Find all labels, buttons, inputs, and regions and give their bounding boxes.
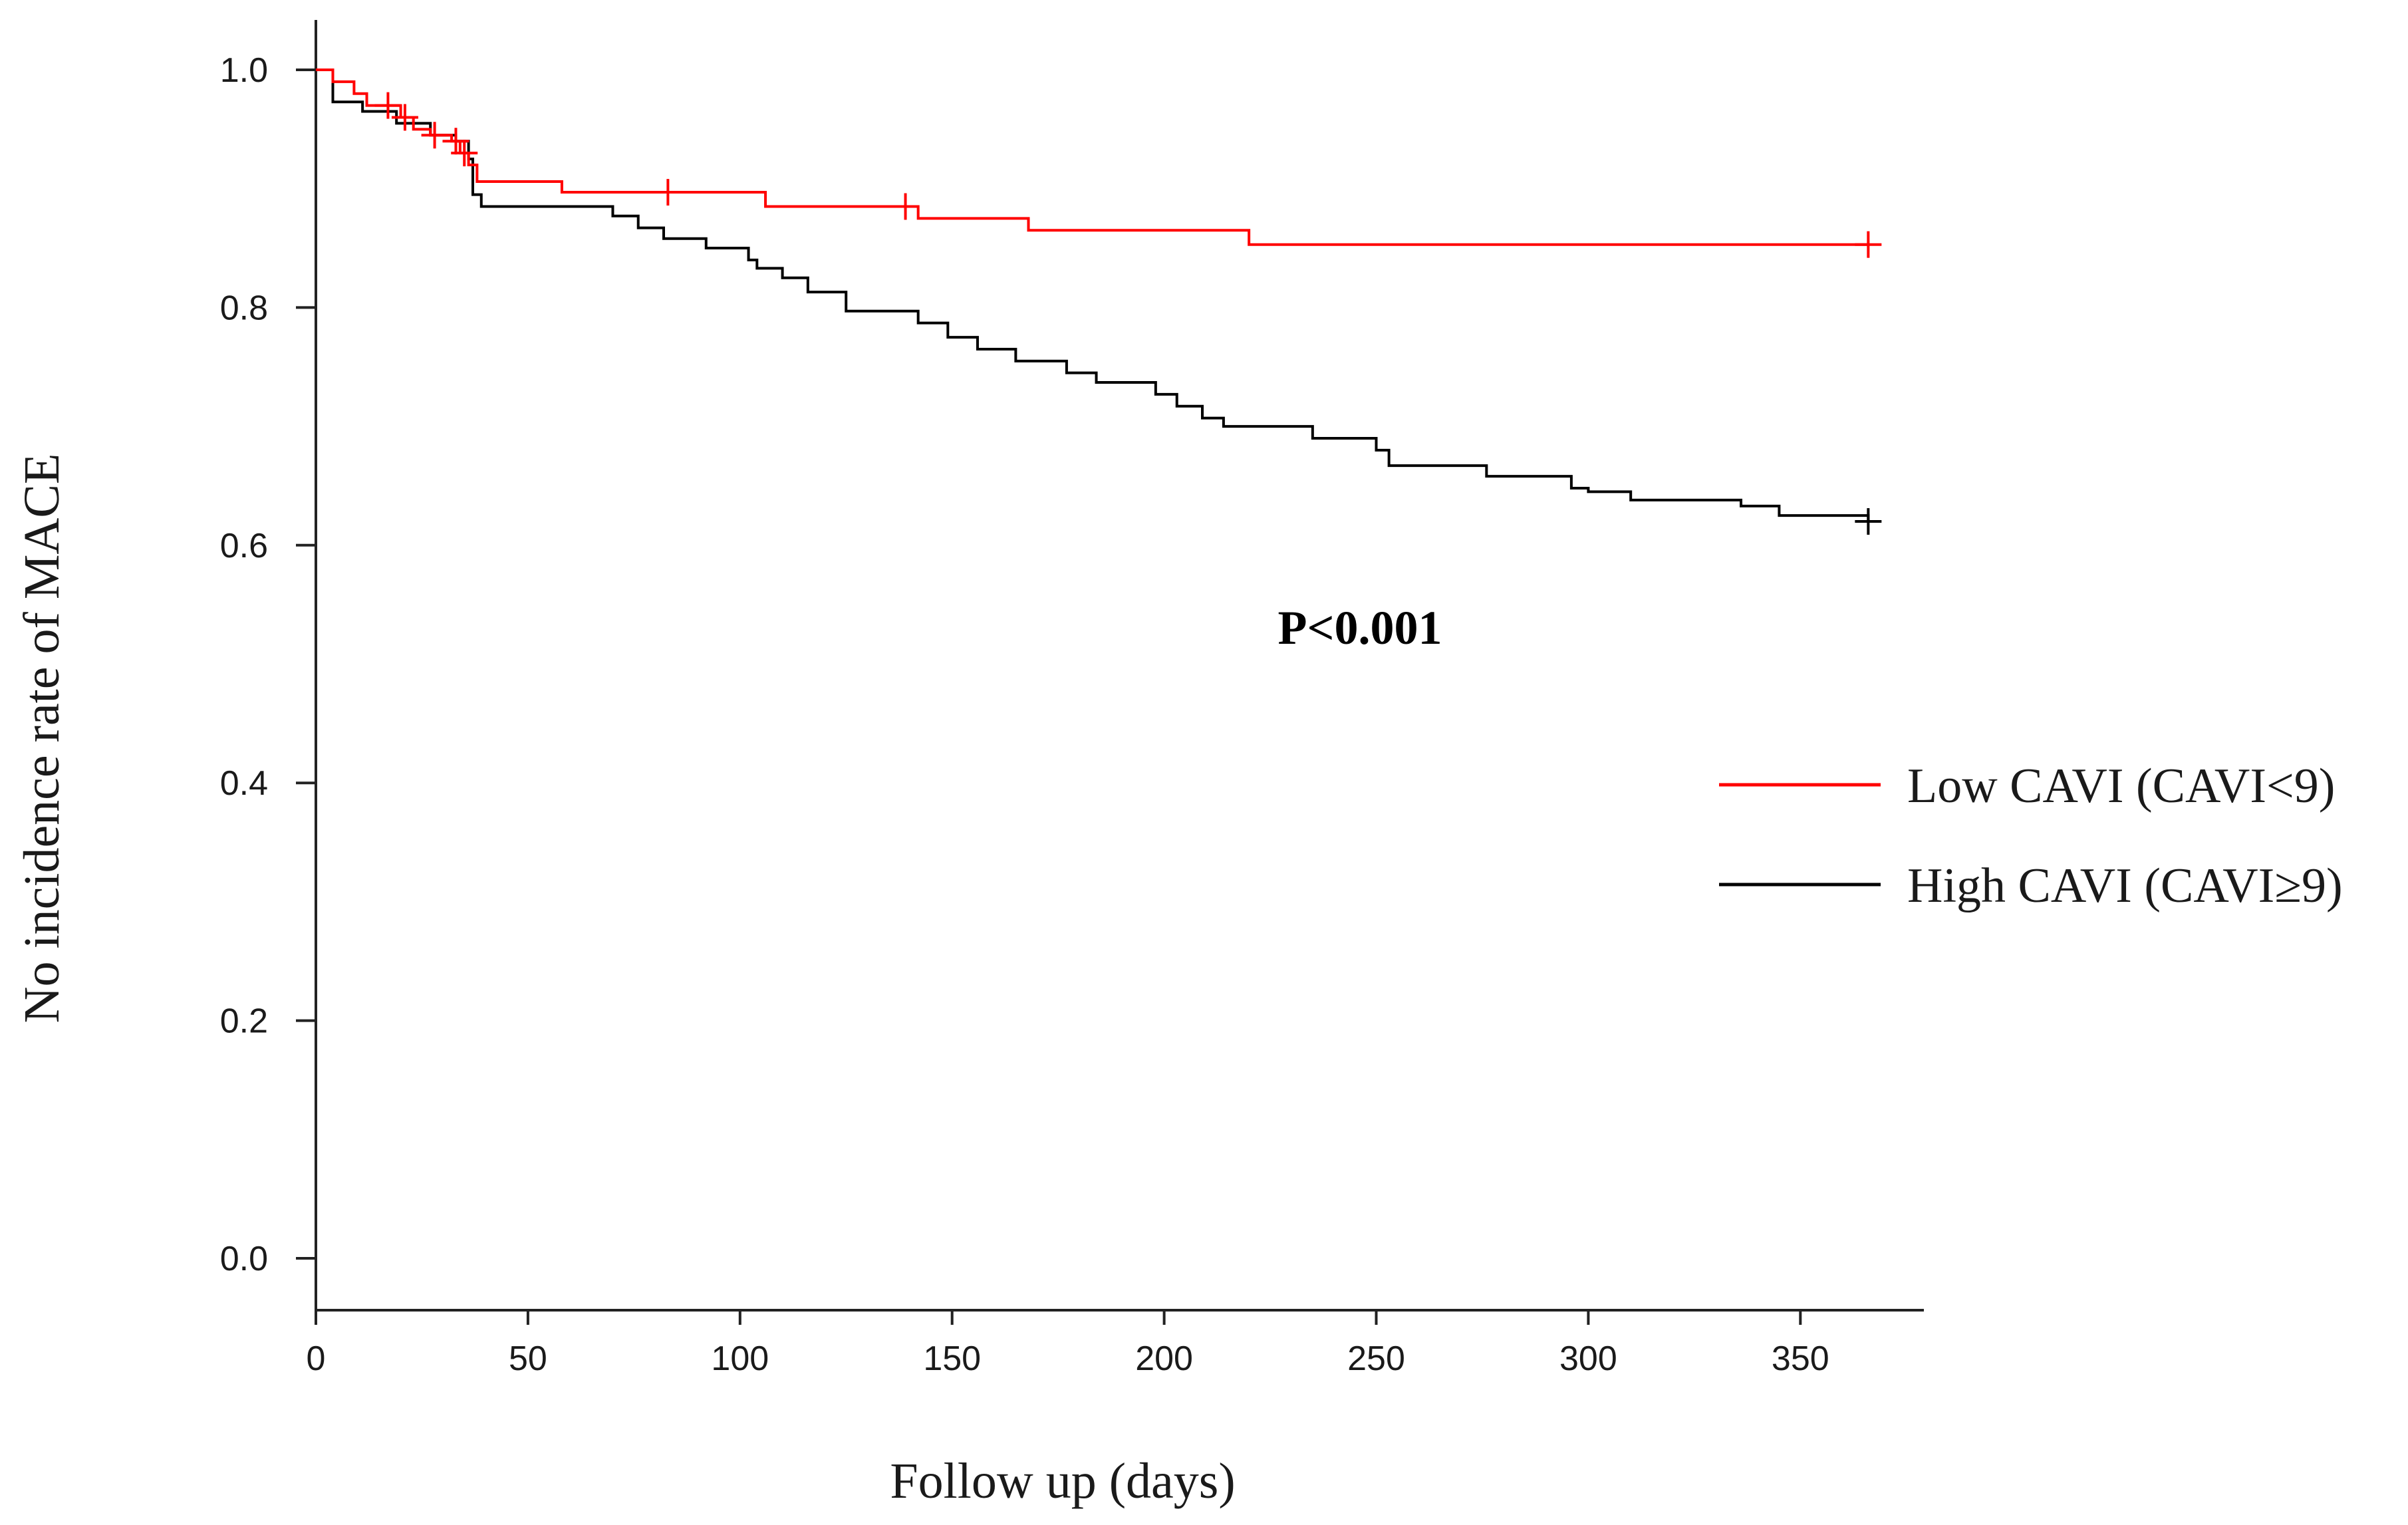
p-value-annotation: P<0.001 [1277,601,1442,654]
x-axis: 0 50 100 150 200 250 300 350 [307,1309,1924,1378]
y-tick-label: 0.2 [220,1002,268,1041]
y-axis: 0.0 0.2 0.4 0.6 0.8 1.0 [220,20,317,1310]
legend: Low CAVI (CAVI<9) High CAVI (CAVI≥9) [1719,759,2343,913]
x-tick-label: 200 [1135,1339,1193,1378]
x-tick-label: 0 [307,1339,326,1378]
legend-label-low-cavi: Low CAVI (CAVI<9) [1907,759,2335,813]
y-tick-label: 0.6 [220,527,268,565]
x-tick-label: 100 [711,1339,769,1378]
y-tick-label: 0.8 [220,289,268,327]
series-line-high-cavi [316,69,1870,522]
y-axis-title: No incidence rate of MACE [14,454,70,1024]
series-group [316,69,1882,535]
x-axis-title: Follow up (days) [890,1453,1235,1509]
x-tick-label: 50 [509,1339,547,1378]
legend-label-high-cavi: High CAVI (CAVI≥9) [1907,859,2343,913]
x-tick-label: 150 [923,1339,981,1378]
x-tick-label: 250 [1347,1339,1405,1378]
series-line-low-cavi [316,69,1869,246]
x-tick-label: 300 [1559,1339,1617,1378]
y-tick-label: 0.4 [220,764,268,803]
y-tick-label: 0.0 [220,1240,268,1278]
y-tick-label: 1.0 [220,51,268,90]
x-tick-label: 350 [1772,1339,1829,1378]
